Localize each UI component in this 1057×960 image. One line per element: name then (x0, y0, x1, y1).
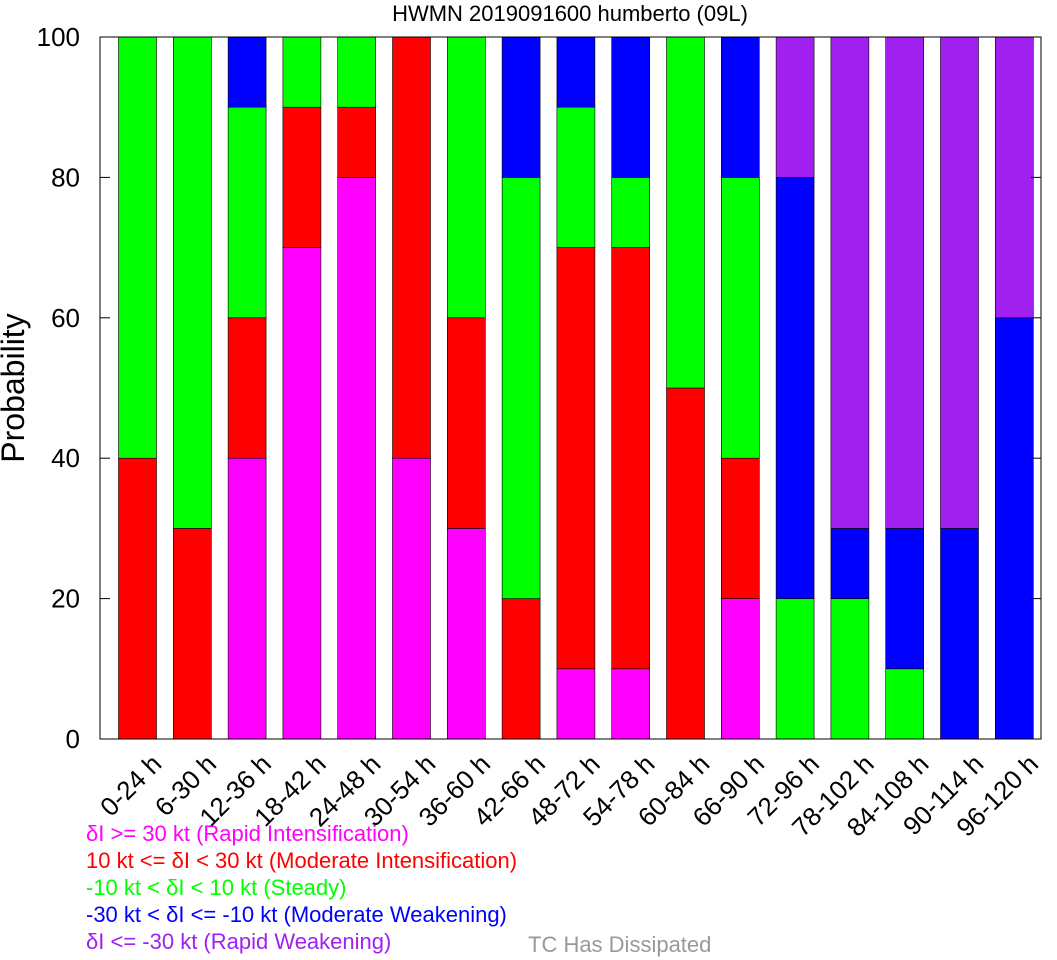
y-tick-label-5: 100 (37, 22, 80, 52)
bar-segment-10-2 (666, 36, 705, 389)
bar-segment-11-1 (720, 457, 760, 599)
y-axis-ticks: 0 20 40 60 80 100 (37, 22, 1041, 754)
bar-segment-11-2 (720, 177, 760, 459)
bar-segment-11-3 (720, 36, 760, 178)
bar-segment-8-1 (556, 247, 596, 670)
bar-segment-10-1 (666, 387, 705, 740)
bar-segment-1-2 (173, 36, 212, 529)
bar-segment-5-0 (392, 457, 431, 740)
bar-segment-4-0 (337, 177, 377, 740)
bar-segment-0-1 (118, 457, 157, 740)
bar-segment-1-1 (173, 528, 212, 740)
chart-title: HWMN 2019091600 humberto (09L) (392, 1, 748, 26)
bar-segment-2-2 (227, 106, 267, 319)
bar-segment-13-2 (830, 598, 870, 740)
bar-segment-0-2 (118, 36, 157, 459)
legend-entry-4: δI <= -30 kt (Rapid Weakening) (86, 929, 391, 954)
bar-segment-7-3 (501, 36, 541, 178)
bar-segment-9-1 (611, 247, 651, 670)
bar-segment-2-3 (227, 36, 267, 108)
bar-segment-13-4 (830, 36, 870, 529)
y-axis-label: Probability (0, 313, 31, 462)
bar-segment-12-4 (775, 36, 815, 178)
y-tick-label-4: 80 (51, 162, 80, 192)
bar-segment-4-1 (337, 106, 377, 178)
bar-segment-3-1 (282, 106, 322, 248)
legend-entry-3: -30 kt < δI <= -10 kt (Moderate Weakenin… (86, 902, 507, 927)
bar-segment-12-3 (775, 177, 815, 599)
legend: δI >= 30 kt (Rapid Intensification)10 kt… (86, 821, 517, 954)
plot-frame (99, 36, 1042, 740)
legend-tc-dissipated: TC Has Dissipated (528, 932, 711, 957)
bar-segment-9-2 (611, 177, 651, 248)
bar-segment-2-1 (227, 317, 267, 459)
y-tick-label-1: 20 (51, 584, 80, 614)
bar-segment-9-0 (611, 668, 651, 740)
y-tick-label-3: 60 (51, 303, 80, 333)
bar-segment-12-2 (775, 598, 815, 740)
bar-segment-14-2 (885, 668, 925, 740)
bar-segment-5-1 (392, 36, 431, 459)
bar-segment-16-4 (994, 36, 1034, 319)
bar-segment-6-0 (446, 528, 486, 740)
bar-segment-8-3 (556, 36, 596, 108)
bar-segment-13-3 (830, 528, 870, 599)
bar-segment-3-0 (282, 247, 322, 740)
bar-segment-7-2 (501, 177, 541, 599)
legend-entry-2: -10 kt < δI < 10 kt (Steady) (86, 875, 346, 900)
bar-segment-7-1 (501, 598, 541, 740)
bar-segment-15-4 (940, 36, 979, 529)
bars-layer (118, 36, 1034, 740)
bar-segment-14-4 (885, 36, 925, 529)
x-tick-label-0: 0-24 h (94, 749, 167, 822)
bar-segment-15-3 (940, 528, 979, 740)
bar-segment-4-2 (337, 36, 377, 108)
bar-segment-8-0 (556, 668, 596, 740)
bar-segment-8-2 (556, 106, 596, 248)
bar-segment-14-3 (885, 528, 925, 670)
bar-segment-6-2 (446, 36, 486, 319)
legend-entry-0: δI >= 30 kt (Rapid Intensification) (86, 821, 409, 846)
legend-entry-1: 10 kt <= δI < 30 kt (Moderate Intensific… (86, 848, 517, 873)
y-tick-label-2: 40 (51, 443, 80, 473)
y-tick-label-0: 0 (66, 724, 80, 754)
bar-segment-16-3 (994, 317, 1034, 740)
bar-segment-9-3 (611, 36, 651, 178)
bar-segment-2-0 (227, 457, 267, 740)
bar-segment-3-2 (282, 36, 322, 108)
bar-segment-11-0 (720, 598, 760, 740)
bar-segment-6-1 (446, 317, 486, 529)
